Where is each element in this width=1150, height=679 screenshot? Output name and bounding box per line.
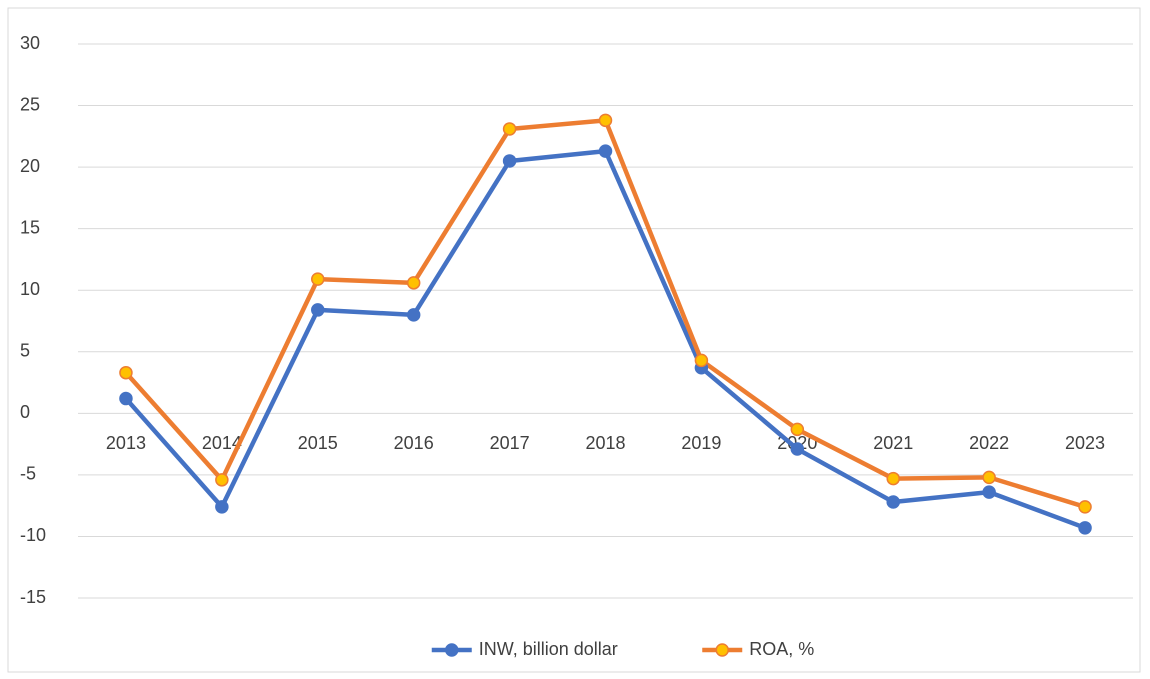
data-point <box>886 495 900 509</box>
y-tick-label: -10 <box>20 525 46 545</box>
data-point <box>215 473 229 487</box>
data-point <box>790 442 805 456</box>
x-tick-label: 2019 <box>681 433 721 453</box>
legend-marker <box>445 643 459 657</box>
x-tick-label: 2022 <box>969 433 1009 453</box>
y-tick-label: 25 <box>20 94 40 114</box>
x-tick-label: 2014 <box>202 433 242 453</box>
data-point <box>502 154 517 168</box>
data-point <box>1078 521 1092 535</box>
x-tick-label: 2016 <box>394 433 434 453</box>
y-tick-label: 20 <box>20 156 40 176</box>
data-point <box>886 471 900 486</box>
x-tick-label: 2013 <box>106 433 146 453</box>
data-point <box>311 303 325 317</box>
x-tick-label: 2018 <box>585 433 625 453</box>
x-tick-label: 2017 <box>490 433 530 453</box>
data-point <box>790 422 805 437</box>
data-point <box>215 500 229 514</box>
y-tick-label: 30 <box>20 33 40 53</box>
data-point <box>311 272 325 286</box>
data-point <box>1078 500 1092 514</box>
data-point <box>982 485 996 499</box>
data-point <box>119 365 133 380</box>
data-point <box>119 391 133 406</box>
data-point <box>406 276 421 290</box>
y-tick-label: 15 <box>20 217 40 237</box>
legend-label: INW, billion dollar <box>479 639 618 659</box>
data-point <box>598 113 613 128</box>
data-point <box>694 353 709 368</box>
y-tick-label: -5 <box>20 464 36 484</box>
y-tick-label: 5 <box>20 341 30 361</box>
chart-border <box>7 7 1141 673</box>
x-tick-label: 2021 <box>873 433 913 453</box>
data-point <box>982 470 996 485</box>
y-tick-label: 10 <box>20 279 40 299</box>
data-point <box>598 144 613 158</box>
x-tick-label: 2023 <box>1065 433 1105 453</box>
data-point <box>502 122 517 136</box>
y-tick-label: 0 <box>20 402 30 422</box>
y-tick-label: -15 <box>20 587 46 607</box>
x-tick-label: 2015 <box>298 433 338 453</box>
legend-label: ROA, % <box>749 639 814 659</box>
legend-marker <box>715 643 729 657</box>
data-point <box>406 308 421 322</box>
